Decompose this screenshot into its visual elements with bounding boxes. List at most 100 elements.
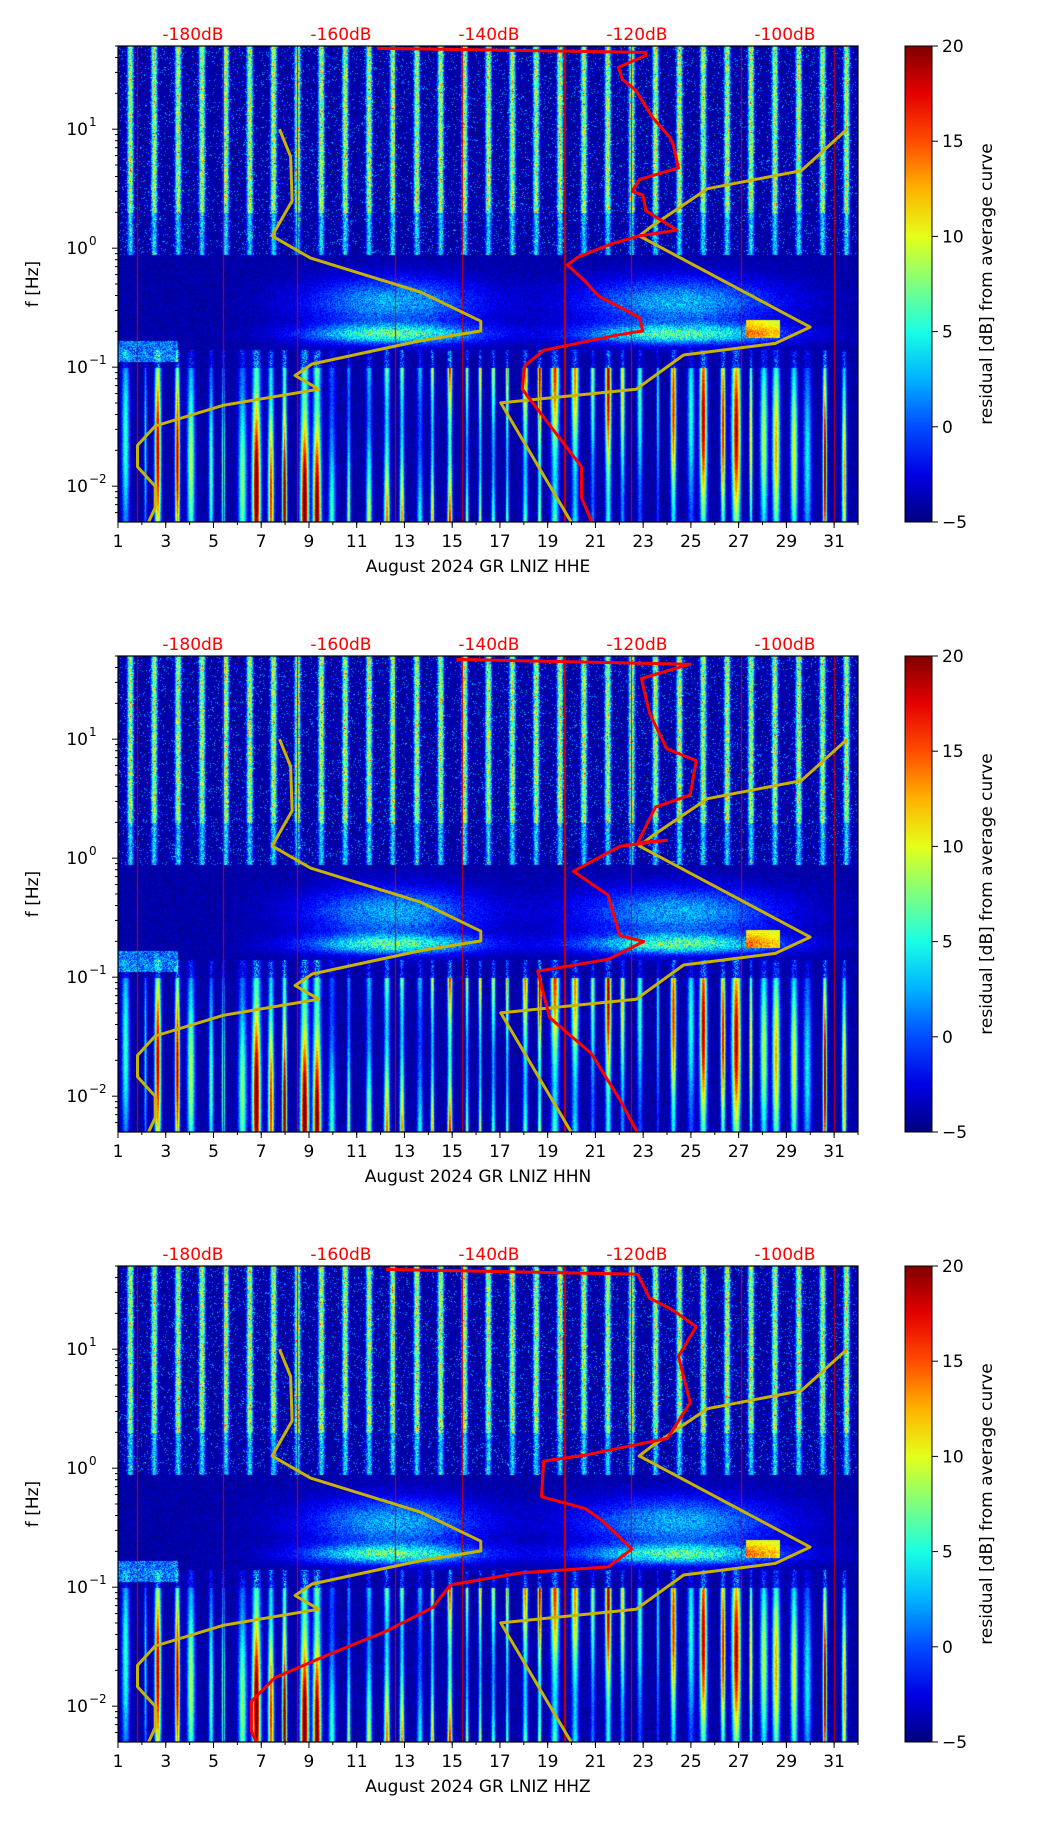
y-tick-exponent: −2 bbox=[89, 472, 107, 486]
db-scale-label: -120dB bbox=[606, 25, 667, 45]
x-tick-label: 21 bbox=[585, 1142, 607, 1162]
colorbar-tick-label: 10 bbox=[942, 837, 964, 857]
x-tick-label: 13 bbox=[394, 1752, 416, 1772]
x-tick-label: 17 bbox=[489, 532, 511, 552]
colorbar-tick-label: 5 bbox=[942, 323, 953, 343]
db-scale-label: -180dB bbox=[162, 635, 223, 655]
nlnm-curve bbox=[136, 738, 483, 1132]
x-tick-label: 17 bbox=[489, 1752, 511, 1772]
x-tick-label: 7 bbox=[256, 1752, 267, 1772]
spectrogram-image bbox=[118, 46, 858, 522]
x-tick-label: 21 bbox=[585, 1752, 607, 1772]
x-tick-label: 11 bbox=[346, 1142, 368, 1162]
colorbar-tick-label: 5 bbox=[942, 933, 953, 953]
y-tick-exponent: 0 bbox=[89, 844, 97, 858]
y-tick-exponent: 1 bbox=[89, 725, 97, 739]
colorbar-label: residual [dB] from average curve bbox=[977, 143, 997, 424]
x-axis-label: August 2024 GR LNIZ HHN bbox=[365, 1167, 592, 1187]
y-tick-label: 10 bbox=[66, 1340, 88, 1360]
x-tick-label: 9 bbox=[304, 1752, 315, 1772]
y-tick-exponent: −1 bbox=[89, 963, 107, 977]
x-tick-label: 3 bbox=[160, 1142, 171, 1162]
spectrogram-image bbox=[118, 656, 858, 1132]
y-tick-exponent: 1 bbox=[89, 115, 97, 129]
colorbar-tick-label: 0 bbox=[942, 418, 953, 438]
colorbar-tick-label: 0 bbox=[942, 1638, 953, 1658]
x-axis-label: August 2024 GR LNIZ HHZ bbox=[365, 1777, 590, 1797]
y-tick-label: 10 bbox=[66, 358, 88, 378]
colorbar-tick-label: 20 bbox=[942, 647, 964, 667]
db-scale-label: -120dB bbox=[606, 635, 667, 655]
x-tick-label: 9 bbox=[304, 532, 315, 552]
x-tick-label: 23 bbox=[632, 532, 654, 552]
colorbar-tick-label: −5 bbox=[942, 1733, 967, 1753]
y-axis-label: f [Hz] bbox=[23, 261, 43, 307]
x-tick-label: 25 bbox=[680, 532, 702, 552]
x-tick-label: 3 bbox=[160, 1752, 171, 1772]
db-scale-label: -100dB bbox=[754, 1245, 815, 1265]
colorbar bbox=[904, 655, 933, 1133]
psd-curve bbox=[249, 1267, 698, 1742]
x-tick-label: 5 bbox=[208, 1752, 219, 1772]
db-scale-label: -100dB bbox=[754, 635, 815, 655]
x-tick-label: 1 bbox=[113, 532, 124, 552]
x-tick-label: 27 bbox=[728, 532, 750, 552]
colorbar-label: residual [dB] from average curve bbox=[977, 753, 997, 1034]
x-tick-label: 15 bbox=[441, 1752, 463, 1772]
y-tick-label: 10 bbox=[66, 730, 88, 750]
y-tick-exponent: −1 bbox=[89, 353, 107, 367]
nhnm-curve bbox=[499, 1348, 849, 1742]
db-scale-label: -160dB bbox=[310, 635, 371, 655]
y-axis-label: f [Hz] bbox=[23, 871, 43, 917]
x-tick-label: 9 bbox=[304, 1142, 315, 1162]
spectrogram-image bbox=[118, 1266, 858, 1742]
x-tick-label: 17 bbox=[489, 1142, 511, 1162]
x-tick-label: 11 bbox=[346, 1752, 368, 1772]
x-tick-label: 19 bbox=[537, 532, 559, 552]
colorbar bbox=[904, 45, 933, 523]
colorbar-tick-label: −5 bbox=[942, 513, 967, 533]
psd-curve bbox=[456, 657, 698, 1132]
x-tick-label: 11 bbox=[346, 532, 368, 552]
x-tick-label: 13 bbox=[394, 1142, 416, 1162]
db-scale-label: -160dB bbox=[310, 1245, 371, 1265]
y-tick-exponent: 0 bbox=[89, 234, 97, 248]
y-tick-label: 10 bbox=[66, 1087, 88, 1107]
colorbar-tick-label: 10 bbox=[942, 227, 964, 247]
colorbar-label: residual [dB] from average curve bbox=[977, 1363, 997, 1644]
nlnm-curve bbox=[136, 128, 483, 522]
x-tick-label: 7 bbox=[256, 532, 267, 552]
y-tick-exponent: 1 bbox=[89, 1335, 97, 1349]
db-scale-label: -140dB bbox=[458, 1245, 519, 1265]
x-tick-label: 31 bbox=[823, 1752, 845, 1772]
y-tick-label: 10 bbox=[66, 239, 88, 259]
y-tick-label: 10 bbox=[66, 849, 88, 869]
colorbar-tick-label: 20 bbox=[942, 1257, 964, 1277]
x-tick-label: 25 bbox=[680, 1142, 702, 1162]
nlnm-curve bbox=[136, 1348, 483, 1742]
x-tick-label: 21 bbox=[585, 532, 607, 552]
x-tick-label: 27 bbox=[728, 1752, 750, 1772]
y-tick-label: 10 bbox=[66, 1697, 88, 1717]
db-scale-label: -140dB bbox=[458, 25, 519, 45]
x-tick-label: 19 bbox=[537, 1142, 559, 1162]
colorbar-tick-label: 0 bbox=[942, 1028, 953, 1048]
colorbar-tick-label: 5 bbox=[942, 1543, 953, 1563]
x-tick-label: 27 bbox=[728, 1142, 750, 1162]
colorbar-tick-label: 15 bbox=[942, 742, 964, 762]
db-scale-label: -100dB bbox=[754, 25, 815, 45]
x-tick-label: 1 bbox=[113, 1142, 124, 1162]
y-tick-exponent: 0 bbox=[89, 1454, 97, 1468]
x-tick-label: 3 bbox=[160, 532, 171, 552]
x-tick-label: 13 bbox=[394, 532, 416, 552]
x-tick-label: 1 bbox=[113, 1752, 124, 1772]
colorbar-tick-label: −5 bbox=[942, 1123, 967, 1143]
y-tick-exponent: −1 bbox=[89, 1573, 107, 1587]
nhnm-curve bbox=[499, 128, 849, 522]
x-tick-label: 23 bbox=[632, 1752, 654, 1772]
psd-curve bbox=[377, 46, 680, 522]
y-tick-exponent: −2 bbox=[89, 1082, 107, 1096]
